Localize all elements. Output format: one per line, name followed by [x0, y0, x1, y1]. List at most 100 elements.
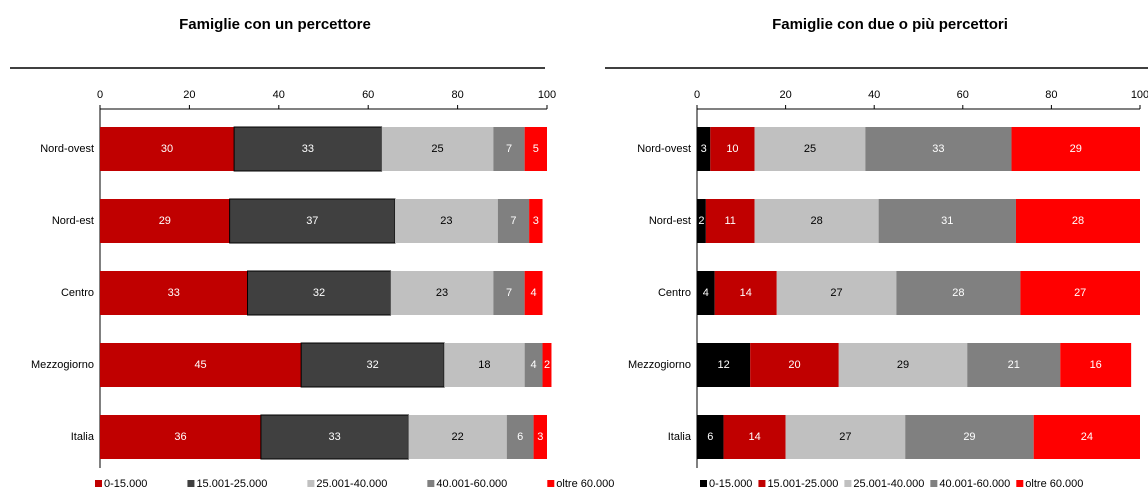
- data-label: 4: [703, 287, 709, 299]
- data-label: 24: [1081, 431, 1093, 443]
- data-label: 45: [194, 359, 206, 371]
- bar-segment: [524, 271, 543, 315]
- legend-label: 25.001-40.000: [316, 478, 387, 490]
- bar-segment: [697, 415, 724, 459]
- legend-label: 15.001-25.000: [196, 478, 267, 490]
- bar-segment: [896, 271, 1021, 315]
- x-tick-label: 20: [183, 89, 195, 101]
- bar-segment: [100, 271, 248, 315]
- legend-swatch: [95, 480, 102, 487]
- y-tick-label: Nord-est: [649, 215, 691, 227]
- y-tick-label: Nord-ovest: [637, 143, 691, 155]
- bar-segment: [723, 415, 786, 459]
- bar-segment: [785, 415, 906, 459]
- bar-segment: [705, 199, 755, 243]
- x-tick-label: 80: [451, 89, 463, 101]
- data-label: 20: [788, 359, 800, 371]
- data-label: 6: [517, 431, 523, 443]
- data-label: 22: [451, 431, 463, 443]
- data-label: 10: [726, 143, 738, 155]
- y-tick-label: Italia: [668, 431, 692, 443]
- data-label: 29: [963, 431, 975, 443]
- bar-segment: [524, 127, 547, 171]
- legend-label: 0-15.000: [709, 478, 752, 490]
- legend-swatch: [758, 480, 766, 487]
- data-label: 36: [174, 431, 186, 443]
- bar-segment: [697, 343, 751, 387]
- legend-swatch: [547, 480, 555, 487]
- data-label: 31: [941, 215, 953, 227]
- x-tick-label: 40: [273, 89, 285, 101]
- bar-segment: [697, 199, 706, 243]
- data-label: 33: [329, 431, 341, 443]
- data-label: 5: [533, 143, 539, 155]
- data-label: 28: [1072, 215, 1084, 227]
- legend-label: oltre 60.000: [556, 478, 614, 490]
- bar-segment: [408, 415, 507, 459]
- bar-segment: [247, 270, 392, 316]
- bar-segment: [776, 271, 897, 315]
- data-label: 29: [1070, 143, 1082, 155]
- legend-swatch: [844, 480, 852, 487]
- data-label: 29: [897, 359, 909, 371]
- bar-segment: [493, 271, 525, 315]
- data-label: 21: [1008, 359, 1020, 371]
- data-label: 30: [161, 143, 173, 155]
- data-label: 14: [748, 431, 760, 443]
- bar-segment: [100, 343, 302, 387]
- y-tick-label: Nord-ovest: [40, 143, 94, 155]
- data-label: 29: [159, 215, 171, 227]
- legend-swatch: [700, 480, 707, 487]
- legend-swatch: [930, 480, 938, 487]
- bar-segment: [395, 199, 498, 243]
- data-label: 33: [932, 143, 944, 155]
- x-tick-label: 0: [97, 89, 103, 101]
- bar-segment: [1015, 199, 1140, 243]
- bar-segment: [865, 127, 1012, 171]
- y-tick-label: Nord-est: [52, 215, 94, 227]
- bar-segment: [1020, 271, 1140, 315]
- bar-segment: [100, 127, 235, 171]
- legend-swatch: [187, 480, 195, 487]
- bar-segment: [381, 127, 494, 171]
- data-label: 4: [531, 287, 537, 299]
- data-label: 27: [1074, 287, 1086, 299]
- data-label: 32: [367, 359, 379, 371]
- x-tick-label: 20: [779, 89, 791, 101]
- x-tick-label: 100: [1131, 89, 1148, 101]
- legend-label: oltre 60.000: [1025, 478, 1083, 490]
- data-label: 32: [313, 287, 325, 299]
- data-label: 6: [707, 431, 713, 443]
- data-label: 28: [952, 287, 964, 299]
- data-label: 23: [440, 215, 452, 227]
- data-label: 3: [537, 431, 543, 443]
- bar-segment: [710, 127, 755, 171]
- legend-swatch: [1016, 480, 1024, 487]
- data-label: 33: [302, 143, 314, 155]
- data-label: 3: [701, 143, 707, 155]
- bar-segment: [229, 198, 396, 244]
- y-tick-label: Centro: [61, 287, 94, 299]
- bar-segment: [506, 415, 534, 459]
- bar-segment: [905, 415, 1034, 459]
- data-label: 3: [533, 215, 539, 227]
- data-label: 27: [839, 431, 851, 443]
- bar-segment: [754, 199, 879, 243]
- y-tick-label: Italia: [71, 431, 95, 443]
- data-label: 27: [830, 287, 842, 299]
- bar-segment: [750, 343, 839, 387]
- data-label: 25: [804, 143, 816, 155]
- data-label: 23: [436, 287, 448, 299]
- data-label: 28: [810, 215, 822, 227]
- chart-title: Famiglie con un percettore: [179, 16, 371, 33]
- bar-segment: [1011, 127, 1140, 171]
- bar-segment: [100, 199, 230, 243]
- chart-title: Famiglie con due o più percettori: [772, 16, 1008, 33]
- y-tick-label: Centro: [658, 287, 691, 299]
- bar-segment: [260, 414, 409, 460]
- bar-segment: [100, 415, 261, 459]
- legend-label: 0-15.000: [104, 478, 147, 490]
- data-label: 33: [168, 287, 180, 299]
- bar-segment: [697, 127, 711, 171]
